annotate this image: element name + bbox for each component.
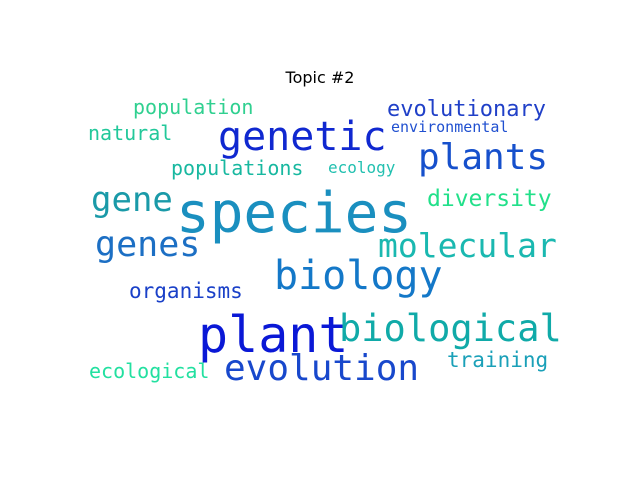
word-environmental: environmental <box>391 118 509 136</box>
word-population: population <box>133 95 254 119</box>
figure-title: Topic #2 <box>285 68 355 87</box>
word-biological: biological <box>339 307 562 350</box>
word-plants: plants <box>418 137 549 178</box>
word-evolutionary: evolutionary <box>387 97 546 122</box>
word-diversity: diversity <box>427 186 552 212</box>
word-training: training <box>447 348 549 372</box>
word-plant: plant <box>198 306 349 364</box>
word-genes: genes <box>95 225 201 265</box>
word-molecular: molecular <box>378 226 557 265</box>
word-ecology: ecology <box>328 158 396 177</box>
word-evolution: evolution <box>224 348 420 389</box>
word-species: species <box>176 181 413 246</box>
word-natural: natural <box>88 121 173 145</box>
word-organisms: organisms <box>129 279 243 303</box>
word-populations: populations <box>171 156 304 180</box>
word-biology: biology <box>274 253 443 299</box>
word-gene: gene <box>91 180 173 220</box>
word-ecological: ecological <box>89 359 210 383</box>
word-genetic: genetic <box>218 114 387 160</box>
